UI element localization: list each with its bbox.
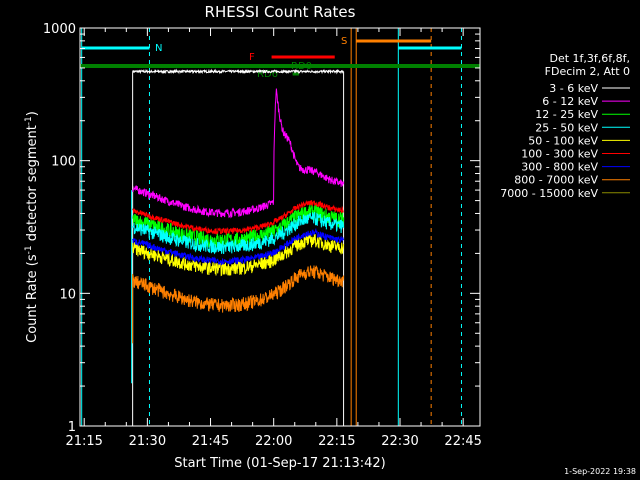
legend-entry-3: 25 - 50 keV bbox=[535, 121, 598, 134]
x-tick-label-2: 21:45 bbox=[192, 434, 229, 449]
series-0-line bbox=[132, 68, 345, 427]
y-tick-label-3: 1000 bbox=[43, 22, 76, 37]
y-tick-label-0: 1 bbox=[68, 420, 76, 435]
x-tick-label-0: 21:15 bbox=[65, 434, 102, 449]
legend-entry-6: 300 - 800 keV bbox=[521, 161, 598, 174]
legend: Det 1f,3f,6f,8f,FDecim 2, Att 0 3 - 6 keV… bbox=[500, 52, 630, 200]
plot-frame bbox=[79, 27, 481, 427]
plot-area: N S F RD0 RD6 bbox=[80, 28, 480, 427]
x-tick-label-4: 22:15 bbox=[318, 434, 355, 449]
flag-label-s: S bbox=[341, 36, 347, 47]
legend-entry-5: 100 - 300 keV bbox=[521, 148, 598, 161]
chart-title: RHESSI Count Rates bbox=[205, 3, 356, 21]
flag-label-f: F bbox=[249, 52, 255, 63]
legend-entry-1: 6 - 12 keV bbox=[542, 95, 598, 108]
x-tick-label-5: 22:30 bbox=[381, 434, 418, 449]
flag-label-n: N bbox=[155, 43, 162, 54]
series-5-line bbox=[132, 199, 344, 236]
series-4-line bbox=[132, 233, 345, 277]
series-3-line bbox=[132, 212, 345, 255]
flag-label-rd6: RD6 bbox=[257, 69, 278, 80]
legend-header-0: Det 1f,3f,6f,8f, bbox=[549, 52, 630, 65]
legend-entry-8: 7000 - 15000 keV bbox=[500, 187, 598, 200]
legend-header-1: FDecim 2, Att 0 bbox=[545, 65, 630, 78]
flag-label-rd0: RD0 bbox=[291, 61, 312, 72]
y-axis-label: Count Rate (s-1 detector segment-1) bbox=[24, 111, 40, 343]
x-tick-label-1: 21:30 bbox=[129, 434, 166, 449]
x-axis: 21:15 21:30 21:45 22:00 22:15 22:30 22:45 bbox=[65, 28, 482, 449]
legend-entry-4: 50 - 100 keV bbox=[528, 134, 598, 147]
series-1-line bbox=[132, 88, 345, 219]
legend-entry-2: 12 - 25 keV bbox=[535, 108, 598, 121]
series-7-line bbox=[132, 265, 345, 313]
y-tick-label-1: 10 bbox=[59, 287, 76, 302]
x-tick-label-3: 22:00 bbox=[255, 434, 292, 449]
x-tick-label-6: 22:45 bbox=[444, 434, 481, 449]
y-tick-label-2: 100 bbox=[51, 155, 76, 170]
y-axis: 1 10 100 1000 bbox=[43, 22, 480, 435]
series-6-line bbox=[132, 227, 345, 266]
timestamp: 1-Sep-2022 19:38 bbox=[564, 467, 636, 476]
x-axis-label: Start Time (01-Sep-17 21:13:42) bbox=[174, 456, 385, 471]
legend-entry-0: 3 - 6 keV bbox=[549, 82, 598, 95]
legend-entry-7: 800 - 7000 keV bbox=[514, 174, 598, 187]
